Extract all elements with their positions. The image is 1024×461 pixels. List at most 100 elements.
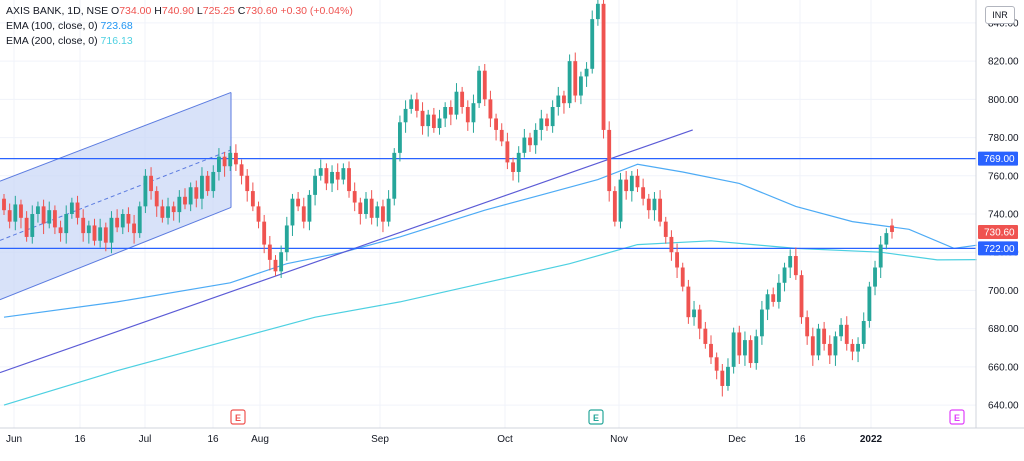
price-axis[interactable]: 640.00660.00680.00700.00720.00740.00760.… <box>975 0 1019 428</box>
candle-body <box>663 221 668 237</box>
candle <box>856 337 860 363</box>
time-tick-label: 2022 <box>860 434 883 445</box>
candle <box>75 195 80 225</box>
candle <box>692 300 696 326</box>
price-tick-label: 700.00 <box>988 286 1019 297</box>
candle-body <box>601 3 606 130</box>
legend-open: 734.00 <box>119 5 152 17</box>
candle <box>120 209 125 235</box>
candle <box>381 199 385 233</box>
candle <box>273 255 278 277</box>
candle-body <box>793 256 798 276</box>
candle <box>296 192 301 212</box>
earnings-marker: E <box>230 409 246 425</box>
candle <box>799 270 804 324</box>
candle <box>222 151 227 177</box>
candle-body <box>692 309 696 318</box>
candle <box>420 102 425 135</box>
legend: AXIS BANK, 1D, NSE O734.00 H740.90 L725.… <box>6 4 353 49</box>
candle-body <box>477 70 482 104</box>
trendline-group[interactable] <box>0 129 693 374</box>
candle <box>171 201 176 221</box>
currency-button[interactable]: INR <box>985 6 1015 24</box>
candle-body <box>7 210 12 222</box>
candle <box>827 335 832 364</box>
candle <box>443 102 448 128</box>
channel-lower-line <box>0 206 232 301</box>
candle <box>873 260 877 296</box>
candle-body <box>403 108 408 123</box>
candle <box>41 199 46 235</box>
candle <box>86 220 91 244</box>
candle <box>499 123 504 147</box>
candle <box>652 192 657 221</box>
time-tick-label: Jul <box>139 434 152 445</box>
price-label-769: 769.00 <box>984 154 1015 165</box>
candle-body <box>284 225 289 253</box>
candle <box>279 245 284 279</box>
candle-body <box>448 107 453 115</box>
price-tick-label: 820.00 <box>988 57 1019 68</box>
candle <box>137 201 142 238</box>
price-tick-label: 760.00 <box>988 171 1019 182</box>
candle <box>516 146 521 183</box>
candle <box>810 327 815 366</box>
candle <box>607 121 612 202</box>
candle-body <box>590 19 595 69</box>
candle <box>522 128 527 158</box>
candle-body <box>562 95 566 104</box>
legend-close: 730.60 <box>245 5 278 17</box>
candle-body <box>494 118 498 130</box>
candle <box>200 167 204 210</box>
time-axis[interactable]: Jun 16 Jul 16 Aug Sep Oct Nov Dec 16 2022 <box>0 427 1024 445</box>
legend-open-label: O <box>111 5 120 17</box>
candle-body <box>200 175 204 199</box>
candle-body <box>409 99 414 109</box>
earnings-marker: E <box>588 409 604 425</box>
candle <box>324 163 329 191</box>
time-tick-label: Sep <box>371 434 389 445</box>
price-label-722-bg <box>978 241 1018 256</box>
candle <box>24 211 29 242</box>
candle <box>573 52 578 103</box>
candle <box>375 201 380 227</box>
candle-body <box>618 179 623 222</box>
candle-body <box>307 194 312 222</box>
candle-body <box>839 324 844 337</box>
candle <box>771 287 776 307</box>
candle <box>759 300 764 345</box>
candle-body <box>109 217 114 243</box>
earnings-marker-box <box>949 409 965 425</box>
candle <box>584 62 589 87</box>
candle-body <box>24 217 29 237</box>
candle <box>92 218 97 246</box>
candle-body <box>392 152 397 199</box>
candle <box>680 262 685 292</box>
candle <box>454 83 459 120</box>
candle <box>217 148 221 181</box>
candle-body <box>675 252 679 268</box>
candle <box>386 190 391 227</box>
candle-body <box>211 171 216 192</box>
candle <box>782 262 787 292</box>
price-label-769-bg <box>978 151 1018 166</box>
candle-body <box>341 168 346 180</box>
candle-body <box>545 118 549 127</box>
candle-body <box>352 191 357 203</box>
candle-body <box>437 118 442 129</box>
horizontal-levels[interactable] <box>0 157 976 249</box>
time-tick-label: 16 <box>74 434 86 445</box>
candle-body <box>58 227 63 234</box>
candle <box>595 0 600 26</box>
candle-body <box>239 164 244 176</box>
candle <box>629 171 634 202</box>
candle-body <box>505 141 510 163</box>
candle-body <box>867 286 872 321</box>
candle <box>754 329 759 370</box>
candle <box>36 201 40 223</box>
candle-body <box>64 214 69 234</box>
candle-body <box>103 227 108 243</box>
